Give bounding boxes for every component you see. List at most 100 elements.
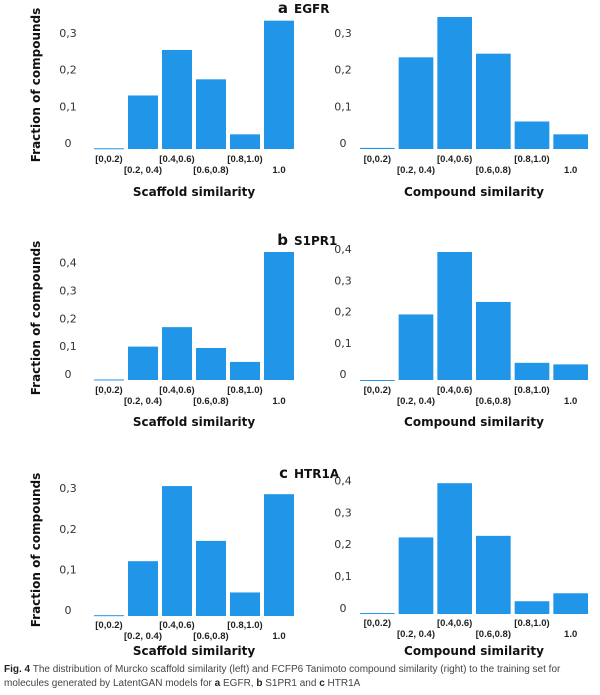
category-label: [0.6,0.8) xyxy=(193,165,228,176)
y-tick-label: 0,3 xyxy=(334,506,352,519)
caption-text: The distribution of Murcko scaffold simi… xyxy=(4,664,561,689)
y-tick-label: 0,1 xyxy=(59,340,77,353)
panel-letter: a xyxy=(278,0,288,17)
category-label: [0.6,0.8) xyxy=(476,629,511,640)
category-label: [0,0.2) xyxy=(364,618,391,629)
x-axis-label: Scaffold similarity xyxy=(133,415,256,429)
x-axis-label: Compound similarity xyxy=(404,415,544,429)
bar xyxy=(437,252,472,380)
category-label: [0.2, 0.4) xyxy=(124,396,162,407)
category-label: [0,0.2) xyxy=(364,154,391,165)
bar xyxy=(476,301,511,380)
category-label: [0,0.2) xyxy=(95,385,122,396)
bar xyxy=(264,494,294,616)
bar xyxy=(264,252,294,380)
category-label: [0.4,0.6) xyxy=(437,618,472,629)
bar xyxy=(94,615,124,617)
y-axis-label: Fraction of compounds xyxy=(29,241,43,396)
category-label: [0.8,1.0) xyxy=(227,154,262,165)
category-label: [0.4,0.6) xyxy=(437,154,472,165)
bar xyxy=(360,147,395,149)
y-tick-label: 0,2 xyxy=(334,538,352,551)
y-tick-label: 0 xyxy=(65,368,72,381)
x-axis-label: Scaffold similarity xyxy=(133,644,256,658)
bar xyxy=(162,50,192,149)
category-label: [0.6,0.8) xyxy=(193,396,228,407)
bar xyxy=(514,362,550,380)
category-label: [0.8,1.0) xyxy=(514,385,549,396)
y-tick-label: 0,1 xyxy=(59,563,77,576)
bar xyxy=(437,483,472,614)
panel-title: S1PR1 xyxy=(294,234,337,248)
category-label: [0.2, 0.4) xyxy=(124,165,162,176)
bar xyxy=(398,537,434,614)
bar xyxy=(553,593,588,614)
category-label: [0.8,1.0) xyxy=(514,618,549,629)
y-tick-label: 0 xyxy=(340,137,347,150)
category-label: [0,0.2) xyxy=(364,385,391,396)
category-label: [0.4,0.6) xyxy=(159,385,194,396)
category-label: 1.0 xyxy=(564,165,577,176)
y-tick-label: 0,3 xyxy=(59,482,77,495)
bar xyxy=(196,348,226,380)
panel-letter: b xyxy=(277,231,288,249)
bar xyxy=(128,346,158,380)
bar xyxy=(230,361,260,380)
bar xyxy=(162,327,192,380)
y-tick-label: 0,1 xyxy=(334,337,352,350)
category-label: 1.0 xyxy=(564,396,577,407)
caption-label: Fig. 4 xyxy=(4,664,31,675)
y-tick-label: 0,3 xyxy=(334,27,352,40)
bar xyxy=(230,592,260,616)
bar xyxy=(360,380,395,381)
bar xyxy=(437,17,472,149)
panel-title: HTR1A xyxy=(294,467,340,481)
category-label: [0.6,0.8) xyxy=(476,396,511,407)
bar xyxy=(360,613,395,615)
y-tick-label: 0 xyxy=(340,368,347,381)
bar xyxy=(94,148,124,150)
category-label: [0.4,0.6) xyxy=(159,620,194,631)
bar xyxy=(196,79,226,149)
bar xyxy=(264,20,294,149)
y-tick-label: 0,4 xyxy=(59,257,77,270)
y-tick-label: 0,2 xyxy=(59,523,77,536)
bar xyxy=(476,535,511,614)
category-label: [0.6,0.8) xyxy=(193,631,228,642)
y-tick-label: 0,4 xyxy=(334,243,352,256)
category-label: [0.4,0.6) xyxy=(159,154,194,165)
panel-title: EGFR xyxy=(294,2,329,16)
category-label: [0.8,1.0) xyxy=(227,385,262,396)
bar xyxy=(553,364,588,380)
caption-b: b xyxy=(256,678,263,689)
bar xyxy=(398,314,434,380)
y-axis-label: Fraction of compounds xyxy=(29,473,43,628)
caption-b-name: S1PR1 and xyxy=(262,678,320,689)
figure: a EGFR[0,0.2)[0.2, 0.4)[0.4,0.6)[0.6,0.8)… xyxy=(29,0,588,658)
category-label: [0.4,0.6) xyxy=(437,385,472,396)
y-tick-label: 0,2 xyxy=(59,64,77,77)
bar xyxy=(514,121,550,149)
x-axis-label: Scaffold similarity xyxy=(133,185,256,199)
x-axis-label: Compound similarity xyxy=(404,185,544,199)
category-label: [0,0.2) xyxy=(95,154,122,165)
category-label: 1.0 xyxy=(272,165,285,176)
y-tick-label: 0,2 xyxy=(59,312,77,325)
figure-caption: Fig. 4 The distribution of Murcko scaffo… xyxy=(4,663,596,691)
category-label: [0.2, 0.4) xyxy=(124,631,162,642)
y-tick-label: 0,1 xyxy=(334,570,352,583)
y-tick-label: 0,3 xyxy=(59,285,77,298)
category-label: [0.2, 0.4) xyxy=(397,629,435,640)
caption-a-name: EGFR, xyxy=(220,678,257,689)
y-tick-label: 0 xyxy=(340,602,347,615)
bar xyxy=(398,57,434,150)
x-axis-label: Compound similarity xyxy=(404,644,544,658)
category-label: 1.0 xyxy=(564,629,577,640)
y-tick-label: 0,1 xyxy=(59,100,77,113)
bar xyxy=(128,95,158,149)
bar xyxy=(128,561,158,616)
y-tick-label: 0,3 xyxy=(334,274,352,287)
bar xyxy=(196,540,226,616)
bar xyxy=(162,486,192,616)
caption-a: a xyxy=(214,678,221,689)
